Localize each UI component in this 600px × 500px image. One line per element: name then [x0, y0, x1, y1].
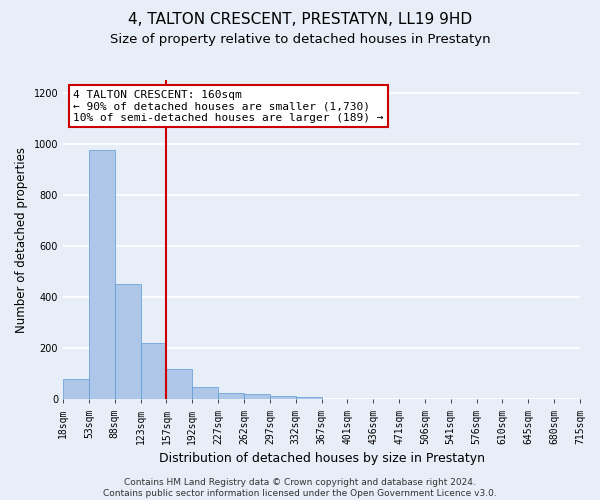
Bar	[192, 386, 218, 400]
Bar	[166, 368, 192, 400]
Bar	[218, 393, 244, 400]
X-axis label: Distribution of detached houses by size in Prestatyn: Distribution of detached houses by size …	[158, 452, 485, 465]
Text: Contains HM Land Registry data © Crown copyright and database right 2024.
Contai: Contains HM Land Registry data © Crown c…	[103, 478, 497, 498]
Text: Size of property relative to detached houses in Prestatyn: Size of property relative to detached ho…	[110, 32, 490, 46]
Text: 4, TALTON CRESCENT, PRESTATYN, LL19 9HD: 4, TALTON CRESCENT, PRESTATYN, LL19 9HD	[128, 12, 472, 28]
Bar	[296, 397, 322, 400]
Bar	[115, 284, 140, 400]
Bar	[244, 394, 270, 400]
Bar	[140, 343, 166, 400]
Y-axis label: Number of detached properties: Number of detached properties	[15, 146, 28, 332]
Bar	[89, 150, 115, 400]
Bar	[63, 379, 89, 400]
Text: 4 TALTON CRESCENT: 160sqm
← 90% of detached houses are smaller (1,730)
10% of se: 4 TALTON CRESCENT: 160sqm ← 90% of detac…	[73, 90, 384, 123]
Bar	[270, 396, 296, 400]
